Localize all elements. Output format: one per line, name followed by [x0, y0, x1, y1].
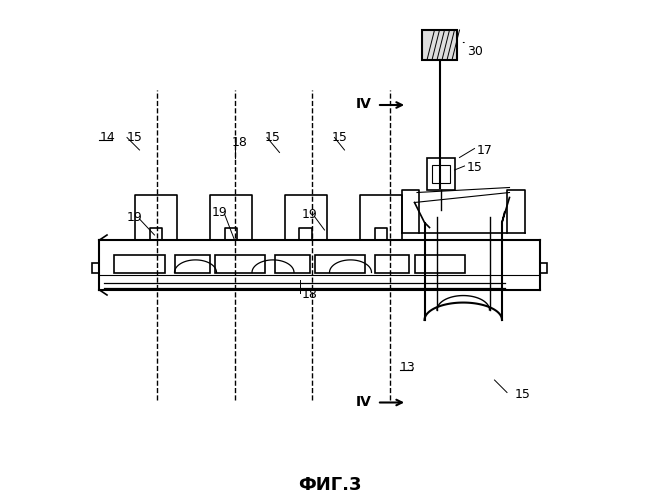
Text: IV: IV — [356, 97, 372, 111]
Text: 15: 15 — [467, 161, 483, 174]
Text: 19: 19 — [127, 211, 143, 224]
Text: 15: 15 — [264, 131, 280, 144]
Text: 15: 15 — [127, 131, 143, 144]
Text: 17: 17 — [477, 144, 493, 156]
Text: 14: 14 — [100, 131, 115, 144]
FancyBboxPatch shape — [422, 30, 457, 60]
Text: 15: 15 — [332, 131, 348, 144]
Text: 30: 30 — [467, 45, 483, 58]
Text: 13: 13 — [399, 361, 415, 374]
Text: ФИГ.3: ФИГ.3 — [298, 476, 361, 494]
Text: 15: 15 — [515, 388, 530, 402]
Text: 18: 18 — [302, 288, 318, 302]
Text: 19: 19 — [212, 206, 228, 219]
Text: IV: IV — [356, 394, 372, 408]
Text: 19: 19 — [302, 208, 318, 222]
Text: 18: 18 — [232, 136, 248, 149]
